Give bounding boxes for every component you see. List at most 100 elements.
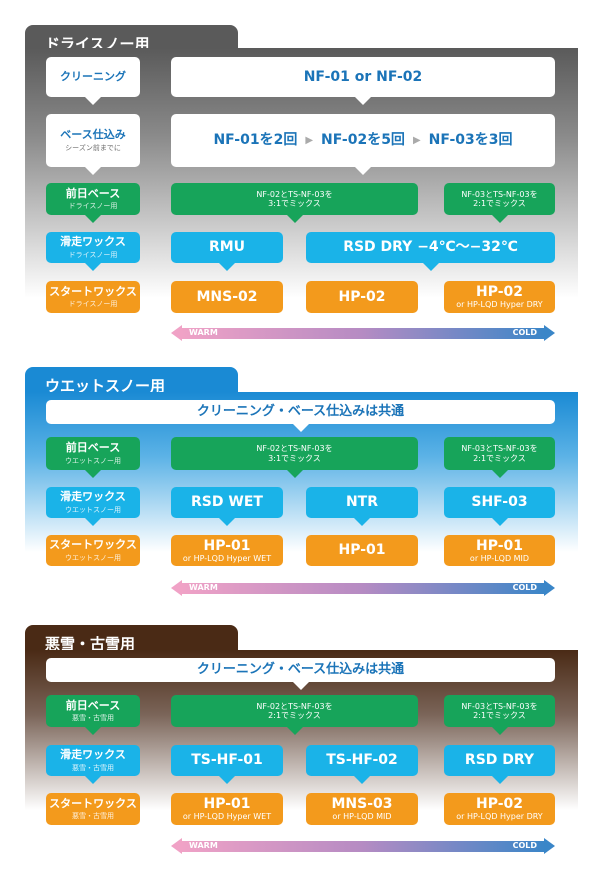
section-tab-dry: ドライスノー用 xyxy=(25,25,238,53)
label: クリーニング xyxy=(60,69,126,83)
label: 前日ベース xyxy=(65,186,121,200)
base-step: NF-02を5回 xyxy=(321,132,405,149)
start-wax-item: HP-01 xyxy=(306,535,418,566)
prev-base-mix-cold: NF-03とTS-NF-03を 2:1でミックス xyxy=(444,183,555,223)
start-wax-item: HP-01 or HP-LQD Hyper WET xyxy=(171,535,283,566)
row-label-prev-base: 前日ベース 悪雪・古雪用 xyxy=(46,695,140,735)
sublabel: ウエットスノー用 xyxy=(65,456,121,465)
value: RSD DRY xyxy=(464,752,535,769)
value: MNS-02 xyxy=(196,288,258,305)
section-title: ウエットスノー用 xyxy=(45,377,166,395)
label: スタートワックス xyxy=(49,538,137,552)
alt-value: or HP-LQD MID xyxy=(469,553,530,563)
value: NTR xyxy=(345,494,379,511)
sublabel: ドライスノー用 xyxy=(68,300,118,309)
sublabel: 悪雪・古雪用 xyxy=(72,714,114,723)
cold-label: COLD xyxy=(512,583,537,592)
sublabel: ウエットスノー用 xyxy=(65,505,121,514)
alt-value: or HP-LQD Hyper DRY xyxy=(456,300,543,310)
start-wax-item: HP-02 or HP-LQD Hyper DRY xyxy=(444,793,555,825)
start-wax-item: HP-02 xyxy=(306,281,418,313)
value: クリーニング・ベース仕込みは共通 xyxy=(196,661,405,677)
mix-line: 2:1でミックス xyxy=(268,711,321,720)
glide-wax-item: RSD WET xyxy=(171,487,283,526)
glide-wax-item: TS-HF-01 xyxy=(171,745,283,784)
warm-label: WARM xyxy=(189,583,218,592)
row-label-glide-wax: 滑走ワックス ウエットスノー用 xyxy=(46,487,140,526)
sublabel: ドライスノー用 xyxy=(68,202,118,211)
mix-line: NF-03とTS-NF-03を xyxy=(461,701,538,711)
label: ベース仕込み xyxy=(60,128,126,142)
row-label-base: ベース仕込み シーズン前までに xyxy=(46,114,140,175)
row-label-glide-wax: 滑走ワックス ドライスノー用 xyxy=(46,232,140,271)
alt-value: or HP-LQD Hyper WET xyxy=(182,553,272,563)
alt-value: or HP-LQD MID xyxy=(332,812,392,822)
value: HP-01 xyxy=(203,537,251,554)
base-step: NF-01を2回 xyxy=(213,132,298,149)
mix-line: 3:1でミックス xyxy=(268,453,321,463)
label: 前日ベース xyxy=(65,441,121,455)
chevron-right-icon: ▶ xyxy=(305,134,314,146)
label: スタートワックス xyxy=(49,796,137,810)
base-step: NF-03を3回 xyxy=(428,132,513,149)
cleaning-value: NF-01 or NF-02 xyxy=(171,57,555,105)
value: MNS-03 xyxy=(331,796,393,813)
value: RSD WET xyxy=(191,494,263,511)
mix-line: 2:1でミックス xyxy=(473,711,526,720)
start-wax-item: HP-02 or HP-LQD Hyper DRY xyxy=(444,281,555,313)
value: HP-02 xyxy=(338,288,386,305)
start-wax-item: HP-01 or HP-LQD MID xyxy=(444,535,555,566)
row-label-prev-base: 前日ベース ウエットスノー用 xyxy=(46,437,140,478)
section-tab-old: 悪雪・古雪用 xyxy=(25,625,238,653)
temperature-scale: WARM COLD xyxy=(171,838,555,855)
value: RMU xyxy=(208,239,246,256)
label: 滑走ワックス xyxy=(60,748,126,762)
warm-label: WARM xyxy=(189,328,218,337)
mix-line: NF-02とTS-NF-03を xyxy=(256,444,333,454)
sublabel: ドライスノー用 xyxy=(68,250,118,259)
row-label-glide-wax: 滑走ワックス 悪雪・古雪用 xyxy=(46,745,140,784)
mix-line: NF-03とTS-NF-03を xyxy=(461,444,538,454)
warm-label: WARM xyxy=(189,841,218,850)
common-note: クリーニング・ベース仕込みは共通 xyxy=(46,658,555,690)
section-title: 悪雪・古雪用 xyxy=(45,635,136,653)
start-wax-item: HP-01 or HP-LQD Hyper WET xyxy=(171,793,283,825)
start-wax-item: MNS-02 xyxy=(171,281,283,313)
sublabel: 悪雪・古雪用 xyxy=(72,812,114,821)
value: クリーニング・ベース仕込みは共通 xyxy=(196,403,405,419)
cold-label: COLD xyxy=(512,841,537,850)
temperature-scale: WARM COLD xyxy=(171,580,555,597)
chevron-right-icon: ▶ xyxy=(412,134,421,146)
label: スタートワックス xyxy=(49,284,137,298)
row-label-start-wax: スタートワックス ウエットスノー用 xyxy=(46,535,140,566)
prev-base-mix-cold: NF-03とTS-NF-03を 2:1でミックス xyxy=(444,437,555,478)
value: HP-02 xyxy=(475,796,524,813)
sublabel: シーズン前までに xyxy=(65,143,121,152)
row-label-cleaning: クリーニング xyxy=(46,57,140,105)
value: HP-02 xyxy=(475,284,524,301)
start-wax-item: MNS-03 or HP-LQD MID xyxy=(306,793,418,825)
glide-wax-item: RMU xyxy=(171,232,283,271)
prev-base-mix-warm: NF-02とTS-NF-03を 3:1でミックス xyxy=(171,183,418,223)
value: NF-01 or NF-02 xyxy=(303,68,423,85)
glide-wax-item: TS-HF-02 xyxy=(306,745,418,784)
alt-value: or HP-LQD Hyper DRY xyxy=(456,812,543,822)
mix-line: 2:1でミックス xyxy=(473,199,526,208)
prev-base-mix-cold: NF-03とTS-NF-03を 2:1でミックス xyxy=(444,695,555,735)
glide-wax-item: RSD DRY −4℃〜−32℃ xyxy=(306,232,555,271)
glide-wax-item: RSD DRY xyxy=(444,745,555,784)
value: TS-HF-02 xyxy=(326,752,398,769)
temperature-scale: WARM COLD xyxy=(171,325,555,342)
prev-base-mix-warm: NF-02とTS-NF-03を 3:1でミックス xyxy=(171,437,418,478)
row-label-prev-base: 前日ベースドライスノー用 xyxy=(46,183,140,223)
common-note: クリーニング・ベース仕込みは共通 xyxy=(46,400,555,432)
value: HP-01 xyxy=(203,796,251,813)
label: 滑走ワックス xyxy=(60,235,126,249)
sublabel: 悪雪・古雪用 xyxy=(72,763,114,772)
section-tab-wet: ウエットスノー用 xyxy=(25,367,238,395)
mix-line: NF-03とTS-NF-03を xyxy=(461,189,538,199)
glide-wax-item: SHF-03 xyxy=(444,487,555,526)
value: HP-01 xyxy=(475,537,524,554)
base-steps: NF-01を2回 ▶ NF-02を5回 ▶ NF-03を3回 xyxy=(171,114,555,175)
value: TS-HF-01 xyxy=(191,752,263,769)
